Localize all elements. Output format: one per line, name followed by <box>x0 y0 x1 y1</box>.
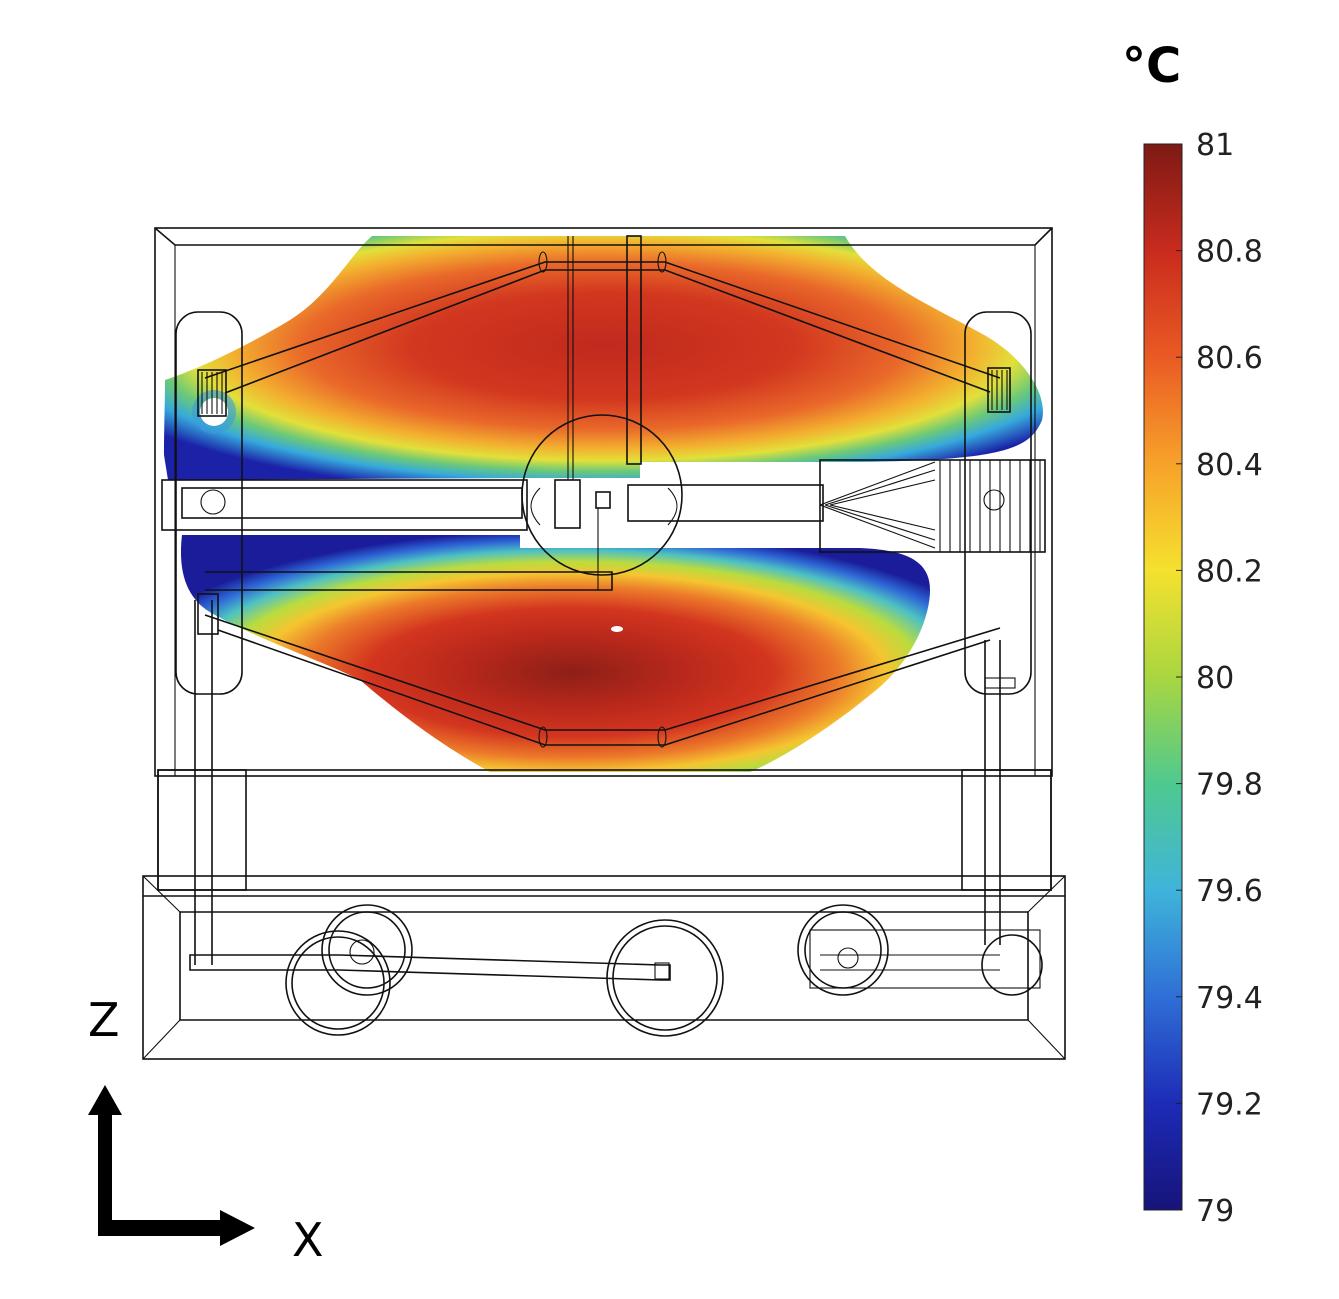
colorbar-unit: °C <box>1122 38 1181 94</box>
temperature-field <box>164 236 1043 772</box>
colorbar-tick-label: 79.2 <box>1196 1087 1263 1122</box>
axis-indicator: Z X <box>88 993 324 1267</box>
colorbar-tick-label: 79.4 <box>1196 981 1263 1016</box>
colorbar: °C 81 80.8 80.6 80.4 80.2 80 79.8 79.6 79.4 79.2 7… <box>1122 38 1263 1229</box>
colorbar-tick-label: 79 <box>1196 1194 1234 1229</box>
colorbar-tick-label: 79.6 <box>1196 874 1263 909</box>
colorbar-tick-label: 79.8 <box>1196 768 1263 803</box>
spring-left-top <box>197 369 227 417</box>
lower-hot-zone <box>180 535 930 772</box>
hole-left <box>200 398 228 426</box>
colorbar-tick-label: 80 <box>1196 661 1234 696</box>
colorbar-tick-label: 80.2 <box>1196 554 1263 589</box>
colorbar-tick-label: 80.4 <box>1196 448 1263 483</box>
colorbar-ticks: 81 80.8 80.6 80.4 80.2 80 79.8 79.6 79.4 79.2 79 <box>1176 128 1263 1229</box>
device-wireframe <box>142 227 1066 1060</box>
colorbar-tick-label: 81 <box>1196 128 1234 163</box>
axis-x-arrow <box>98 1210 255 1246</box>
nozzle-right <box>819 459 1046 553</box>
axis-z-label: Z <box>88 993 120 1047</box>
axis-x-label: X <box>292 1213 324 1267</box>
colorbar-tick-label: 80.6 <box>1196 341 1263 376</box>
colorbar-tick-label: 80.8 <box>1196 235 1263 270</box>
probe-marker <box>611 626 623 632</box>
upper-hot-zone <box>164 236 1043 480</box>
colorbar-bar <box>1143 143 1183 1211</box>
axis-z-arrow <box>88 1085 122 1232</box>
